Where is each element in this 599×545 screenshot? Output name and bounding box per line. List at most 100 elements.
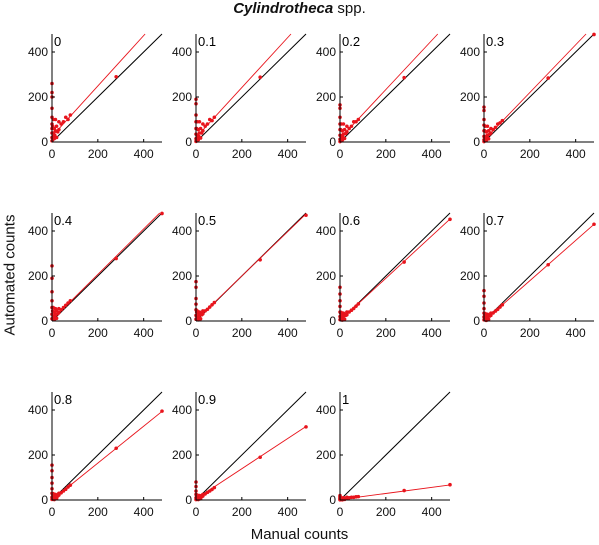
data-point [486, 128, 491, 133]
data-point [57, 310, 61, 315]
data-point [59, 307, 63, 312]
data-point [210, 118, 214, 123]
data-point [349, 124, 354, 129]
y-tick-label: 400 [172, 45, 192, 59]
x-tick-label: 0 [337, 326, 344, 340]
data-point [68, 483, 73, 487]
data-point [342, 317, 347, 322]
x-tick-label: 200 [520, 326, 540, 340]
data-point [59, 122, 63, 126]
data-point [203, 124, 207, 129]
data-point [210, 303, 214, 307]
data-point [205, 307, 210, 312]
y-tick-label: 400 [28, 45, 48, 59]
data-point [489, 131, 493, 135]
panel-label: 0.2 [342, 34, 360, 49]
x-tick-label: 200 [232, 326, 252, 340]
title-genus: Cylindrotheca [233, 0, 334, 17]
x-tick-label: 200 [232, 147, 252, 161]
data-point [345, 312, 349, 317]
fit-line [195, 33, 292, 138]
x-tick-label: 400 [134, 326, 154, 340]
data-point [258, 75, 262, 79]
x-tick-label: 0 [337, 147, 344, 161]
data-point [198, 126, 203, 131]
panel-1: 0 200 400 0 200 400 1 [316, 391, 452, 519]
panel-0.1: 0 200 400 0 200 400 0.1 [172, 33, 307, 161]
data-point [485, 124, 490, 129]
y-tick-label: 200 [172, 90, 192, 104]
data-point [402, 75, 406, 80]
y-tick-label: 200 [460, 269, 480, 283]
x-tick-label: 200 [88, 326, 108, 340]
data-point [63, 303, 68, 308]
panel-label: 0 [54, 34, 61, 49]
data-point [201, 128, 205, 133]
x-tick-label: 0 [481, 147, 488, 161]
x-tick-label: 400 [422, 505, 442, 519]
identity-line [483, 33, 595, 143]
y-tick-label: 0 [185, 135, 192, 149]
y-tick-label: 400 [460, 224, 480, 238]
x-tick-label: 400 [278, 505, 298, 519]
x-tick-label: 200 [88, 505, 108, 519]
data-point [212, 300, 217, 305]
data-point [354, 304, 358, 308]
y-axis-label: Automated counts [1, 214, 19, 336]
identity-line [195, 391, 307, 501]
y-tick-label: 200 [28, 448, 48, 462]
y-tick-label: 400 [316, 224, 336, 238]
data-point [114, 446, 118, 451]
x-tick-label: 400 [422, 147, 442, 161]
fit-line [51, 33, 146, 137]
data-point [341, 122, 346, 126]
data-point [66, 117, 70, 122]
data-point [61, 119, 66, 124]
data-point [356, 117, 361, 122]
y-tick-label: 200 [172, 448, 192, 462]
identity-line [339, 33, 451, 143]
data-point [207, 305, 212, 309]
data-point [402, 260, 406, 264]
panel-label: 0.7 [486, 213, 504, 228]
identity-line [483, 212, 595, 322]
data-point [197, 119, 202, 124]
x-tick-label: 200 [376, 326, 396, 340]
data-point [402, 488, 406, 493]
data-point [351, 306, 356, 311]
x-tick-label: 0 [481, 326, 488, 340]
panel-0.4: 0 200 400 0 200 400 0.4 [28, 211, 164, 340]
data-point [201, 312, 205, 316]
data-point [592, 222, 596, 227]
y-tick-label: 400 [28, 224, 48, 238]
x-tick-label: 0 [49, 326, 56, 340]
panel-0.7: 0 200 400 0 200 400 0.7 [460, 212, 596, 340]
data-point [114, 256, 118, 261]
data-point [61, 305, 66, 310]
panel-label: 0.1 [198, 34, 216, 49]
y-tick-label: 0 [329, 135, 336, 149]
data-point [354, 119, 358, 124]
y-tick-label: 400 [28, 403, 48, 417]
data-point [486, 137, 491, 141]
identity-line [51, 212, 163, 322]
data-point [63, 115, 68, 120]
data-point [546, 262, 550, 267]
x-tick-label: 200 [88, 147, 108, 161]
data-point [498, 121, 502, 125]
y-tick-label: 200 [316, 448, 336, 462]
data-point [356, 494, 361, 499]
y-tick-label: 400 [172, 403, 192, 417]
x-tick-label: 0 [49, 147, 56, 161]
panel-label: 0.5 [198, 213, 216, 228]
y-tick-label: 0 [473, 314, 480, 328]
x-tick-label: 200 [520, 147, 540, 161]
y-tick-label: 0 [41, 135, 48, 149]
figure-title: Cylindrotheca spp. [0, 0, 599, 18]
data-point [347, 126, 351, 131]
y-tick-label: 400 [460, 45, 480, 59]
data-point [57, 119, 61, 124]
data-point [345, 124, 349, 129]
